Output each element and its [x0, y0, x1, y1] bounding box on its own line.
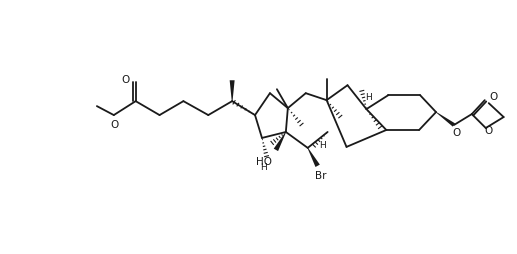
Polygon shape — [273, 132, 286, 151]
Text: O: O — [484, 126, 493, 136]
Text: HO: HO — [256, 157, 272, 167]
Text: O: O — [111, 120, 119, 130]
Polygon shape — [436, 112, 455, 127]
Text: O: O — [490, 92, 498, 102]
Text: O: O — [453, 128, 461, 138]
Text: Br: Br — [315, 171, 326, 181]
Text: H: H — [365, 93, 372, 102]
Polygon shape — [230, 80, 235, 101]
Polygon shape — [308, 148, 320, 167]
Text: H: H — [320, 141, 326, 150]
Text: O: O — [121, 75, 130, 85]
Text: H: H — [261, 163, 267, 172]
